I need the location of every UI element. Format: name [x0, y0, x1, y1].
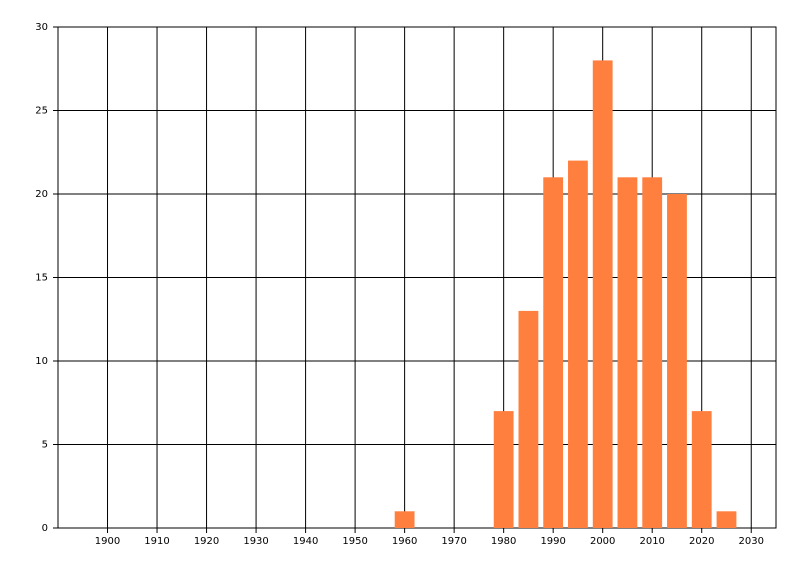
y-tick-label: 0: [42, 523, 48, 534]
y-tick-label: 20: [35, 189, 48, 200]
x-tick-label: 2000: [590, 536, 615, 547]
x-tick-label: 1960: [392, 536, 417, 547]
x-tick-label: 2020: [689, 536, 714, 547]
x-tick-label: 1990: [540, 536, 565, 547]
bar: [543, 177, 564, 529]
bar: [691, 411, 712, 528]
y-tick-label: 5: [42, 440, 48, 451]
x-tick-label: 2010: [639, 536, 664, 547]
bar: [518, 310, 539, 528]
bar: [592, 60, 613, 529]
bar: [617, 177, 638, 529]
y-tick-label: 25: [35, 106, 48, 117]
bar: [716, 511, 737, 528]
bar: [493, 411, 514, 528]
plot-border: [57, 26, 777, 529]
y-tick-label: 30: [35, 22, 48, 33]
x-tick-label: 1920: [194, 536, 219, 547]
y-tick-label: 10: [35, 356, 48, 367]
bar: [394, 511, 415, 528]
x-tick-label: 2030: [739, 536, 764, 547]
y-tick-label: 15: [35, 273, 48, 284]
x-tick-label: 1940: [293, 536, 318, 547]
bar: [642, 177, 663, 529]
x-tick-label: 1970: [441, 536, 466, 547]
x-tick-label: 1950: [342, 536, 367, 547]
bar: [667, 194, 687, 528]
x-tick-label: 1910: [144, 536, 169, 547]
x-tick-label: 1980: [491, 536, 516, 547]
x-tick-label: 1900: [95, 536, 120, 547]
bar: [568, 160, 588, 528]
x-tick-label: 1930: [243, 536, 268, 547]
